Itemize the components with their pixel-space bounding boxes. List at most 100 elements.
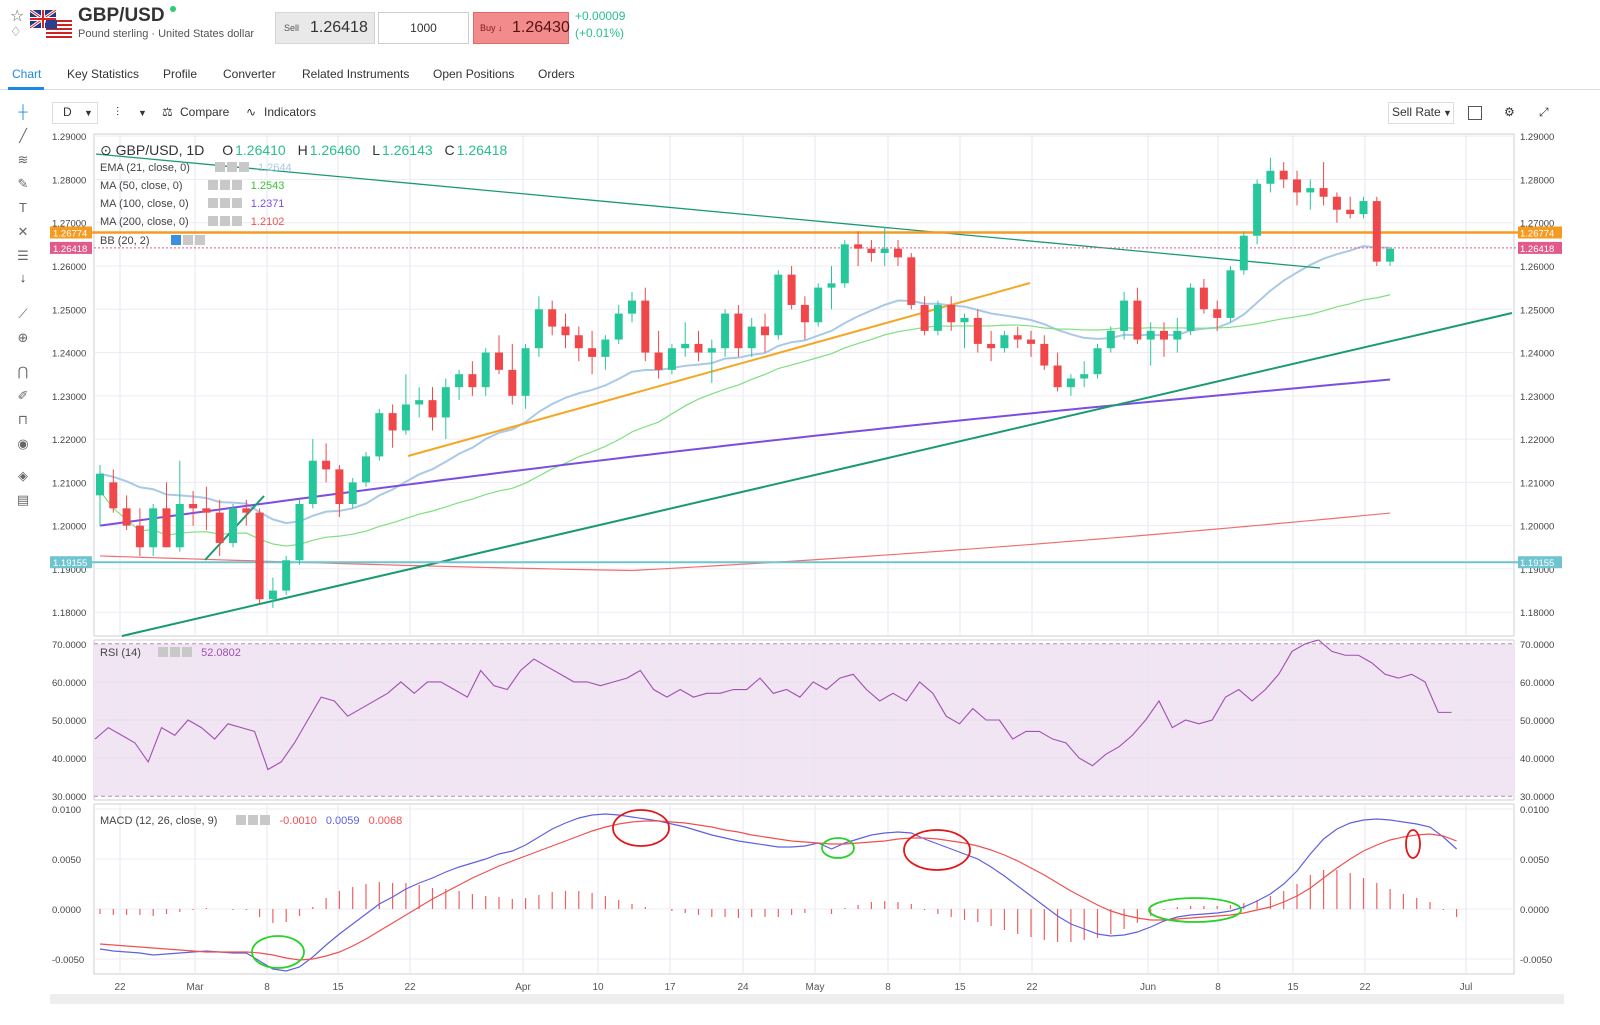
annotation-circle: [612, 809, 670, 847]
gear-icon[interactable]: [170, 647, 181, 657]
price-tag-label: 1.26774: [1520, 228, 1554, 239]
lock-icon[interactable]: ⊓: [17, 412, 29, 427]
eye-icon[interactable]: [207, 198, 218, 208]
close-icon[interactable]: [231, 180, 242, 190]
eye-icon[interactable]: [236, 815, 247, 825]
compare-button[interactable]: Compare: [180, 105, 230, 119]
y-tick-label: 1.26000: [52, 262, 86, 273]
uptrend-line: [121, 312, 1513, 637]
tab-key-statistics[interactable]: Key Statistics: [67, 67, 140, 81]
brush-icon[interactable]: ✎: [17, 176, 29, 191]
close-icon[interactable]: [260, 815, 271, 825]
close-icon[interactable]: [238, 162, 249, 172]
candle-body: [348, 482, 357, 505]
magnet-icon[interactable]: ⋂: [17, 364, 29, 379]
rsi-tick-label: 30.0000: [52, 792, 86, 803]
trash-icon[interactable]: ▤: [16, 492, 30, 507]
price-tag: [50, 226, 92, 239]
tab-open-positions[interactable]: Open Positions: [433, 67, 515, 81]
eye-icon[interactable]: [214, 162, 225, 172]
candle-body: [880, 248, 889, 254]
gear-icon[interactable]: [219, 180, 230, 190]
x-tick-label: 24: [737, 982, 749, 993]
x-tick-label: 22: [114, 982, 126, 993]
close-icon[interactable]: [194, 235, 205, 245]
zoom-icon[interactable]: ⊕: [17, 330, 29, 345]
candle-body: [973, 317, 982, 344]
prediction-icon[interactable]: ☰: [17, 248, 29, 263]
candle-type-icon[interactable]: ⫶: [116, 105, 120, 119]
ruler-icon[interactable]: ⟋: [18, 306, 28, 321]
gear-icon[interactable]: ⚙: [1504, 105, 1515, 119]
annotation-circle: [821, 837, 855, 859]
ema-legend: EMA (21, close, 0) 1.2644: [100, 162, 292, 174]
close-icon[interactable]: [182, 647, 193, 657]
macd-label: MACD (12, 26, close, 9): [100, 815, 218, 827]
rate-type-select[interactable]: [1388, 102, 1454, 124]
x-tick-label: 15: [1287, 982, 1299, 993]
sell-button[interactable]: Sell 1.26418: [275, 12, 375, 44]
crosshair-icon[interactable]: ┼: [18, 104, 28, 119]
screenshot-icon[interactable]: [1468, 106, 1482, 120]
y-tick-label: 1.24000: [1520, 349, 1554, 360]
histogram-value: -0.0010: [279, 815, 317, 827]
text-tool-icon[interactable]: T: [19, 200, 27, 215]
tab-converter[interactable]: Converter: [223, 67, 276, 81]
price-tag-label: 1.26418: [1520, 244, 1554, 255]
rsi-tick-label: 50.0000: [52, 716, 86, 727]
gear-icon[interactable]: [226, 162, 237, 172]
eye-icon[interactable]: ◉: [17, 436, 29, 451]
candle-body: [415, 400, 424, 405]
eye-icon[interactable]: [170, 235, 181, 245]
layers-icon[interactable]: ◈: [18, 468, 28, 483]
candle-body: [1386, 248, 1395, 262]
interval-label: D: [63, 105, 72, 119]
eye-icon[interactable]: [207, 180, 218, 190]
macd-tick-label: -0.0050: [52, 955, 84, 966]
lock-drawing-icon[interactable]: ✐: [17, 388, 29, 403]
macd-tick-label: 0.0100: [52, 805, 81, 816]
tab-orders[interactable]: Orders: [538, 67, 575, 81]
indicators-button[interactable]: Indicators: [264, 105, 317, 119]
gear-icon[interactable]: [219, 198, 230, 208]
candle-body: [654, 352, 663, 370]
candle-body: [761, 326, 769, 336]
interval-select[interactable]: [52, 102, 98, 124]
quantity-input[interactable]: 1000: [378, 12, 469, 44]
tab-profile[interactable]: Profile: [163, 67, 198, 81]
trend-line-icon[interactable]: ╱: [19, 128, 27, 143]
arrow-down-icon[interactable]: ↓: [19, 270, 27, 285]
candle-body: [401, 404, 410, 431]
gear-icon[interactable]: [219, 216, 230, 226]
close-label: C: [444, 142, 455, 158]
y-tick-label: 1.26000: [1520, 262, 1554, 273]
tab-related-instruments[interactable]: Related Instruments: [302, 67, 410, 81]
x-tick-label: 22: [404, 982, 416, 993]
buy-button[interactable]: Buy ↓ 1.26430: [473, 12, 570, 44]
drawing-toolbar: ┼ ╱ ≋ ✎ T ✕ ☰ ↓ ⟋ ⊕ ⋂ ✐ ⊓ ◉ ◈ ▤: [0, 100, 46, 1025]
eye-icon[interactable]: [207, 216, 218, 226]
candle-body: [947, 304, 956, 323]
pattern-icon[interactable]: ✕: [17, 224, 29, 239]
fullscreen-icon[interactable]: ⤢: [1539, 105, 1549, 119]
price-tag-label: 1.19155: [1520, 558, 1554, 569]
close-icon[interactable]: [231, 198, 242, 208]
candle-body: [1013, 335, 1022, 340]
eye-icon[interactable]: [158, 647, 169, 657]
ma200-value: 1.2102: [250, 216, 285, 228]
gear-icon[interactable]: [248, 815, 259, 825]
candle-body: [388, 413, 397, 431]
gear-icon[interactable]: [182, 235, 193, 245]
star-icon[interactable]: ☆: [10, 8, 25, 25]
collapse-icon[interactable]: ⊙: [100, 142, 112, 158]
close-icon[interactable]: [231, 216, 242, 226]
sell-price: 1.26418: [310, 19, 368, 36]
candle-body: [707, 348, 716, 353]
tab-chart[interactable]: Chart: [12, 67, 42, 81]
high-value: 1.26460: [309, 142, 361, 158]
fibonacci-icon[interactable]: ≋: [17, 152, 29, 167]
bell-icon[interactable]: ♢: [10, 24, 22, 39]
candle-body: [189, 504, 198, 509]
price-chart[interactable]: 22 Mar 8 15 22 Apr 10 17 24 May 8 15 22 Jun 8 15 22 Jul 1.…: [50, 128, 1564, 1004]
y-tick-label: 1.20000: [52, 522, 86, 533]
